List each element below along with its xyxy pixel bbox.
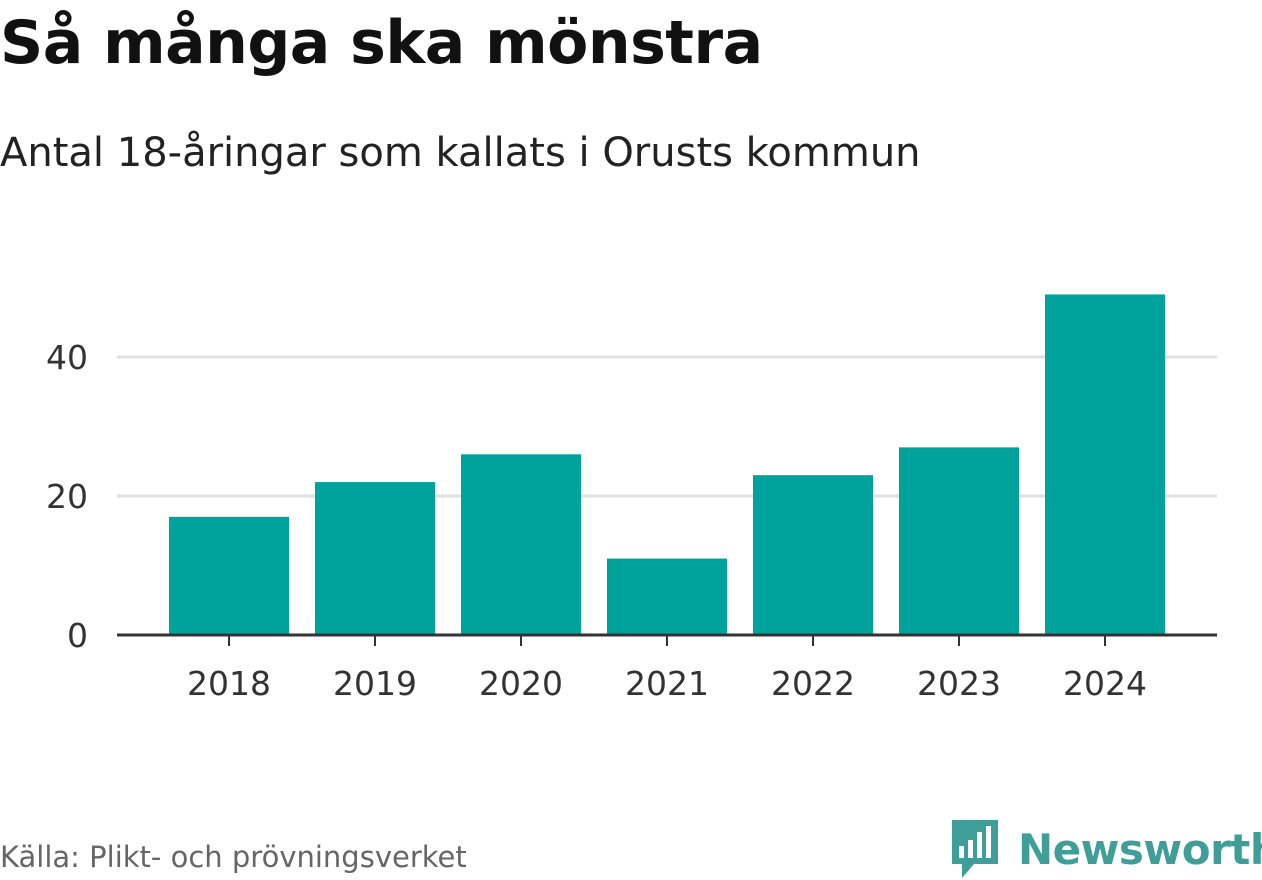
x-tick-label: 2024 bbox=[1063, 664, 1147, 703]
brand-name: Newsworthy bbox=[1018, 824, 1262, 874]
x-tick-label: 2018 bbox=[187, 664, 271, 703]
bar bbox=[607, 558, 727, 635]
y-tick-label: 20 bbox=[46, 477, 88, 516]
x-tick-label: 2021 bbox=[625, 664, 709, 703]
bar bbox=[169, 516, 289, 635]
source-note: Källa: Plikt- och prövningsverket bbox=[0, 840, 467, 874]
x-tick-label: 2019 bbox=[333, 664, 417, 703]
x-tick-label: 2020 bbox=[479, 664, 563, 703]
bar bbox=[315, 482, 435, 635]
brand-logo: Newsworthy bbox=[950, 818, 1262, 880]
bar bbox=[461, 454, 581, 635]
chart-title: Så många ska mönstra bbox=[0, 8, 763, 78]
bar bbox=[753, 475, 873, 635]
chart-subtitle: Antal 18-åringar som kallats i Orusts ko… bbox=[0, 130, 921, 176]
newsworthy-logo-icon bbox=[952, 820, 998, 878]
x-tick-label: 2023 bbox=[917, 664, 1001, 703]
bar bbox=[899, 447, 1019, 635]
x-tick-label: 2022 bbox=[771, 664, 855, 703]
bar bbox=[1045, 294, 1165, 635]
y-tick-label: 40 bbox=[46, 338, 88, 377]
y-tick-label: 0 bbox=[67, 616, 88, 655]
